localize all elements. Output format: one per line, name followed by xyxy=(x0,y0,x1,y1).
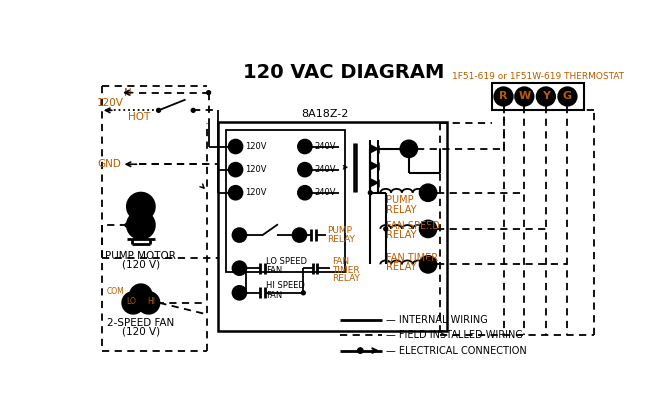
Text: N: N xyxy=(124,88,131,98)
Circle shape xyxy=(125,223,129,227)
Circle shape xyxy=(298,163,312,176)
Circle shape xyxy=(157,109,161,112)
Text: FAN TIMER: FAN TIMER xyxy=(386,253,438,263)
Text: L0: L0 xyxy=(234,264,245,273)
Text: Y: Y xyxy=(424,224,432,234)
Text: 2-SPEED FAN: 2-SPEED FAN xyxy=(107,318,174,328)
Circle shape xyxy=(123,292,144,313)
Text: HI: HI xyxy=(147,297,155,306)
Circle shape xyxy=(369,191,373,195)
Text: L2: L2 xyxy=(299,142,310,151)
Text: R: R xyxy=(499,91,508,101)
Text: HI SPEED: HI SPEED xyxy=(267,282,306,290)
Text: P1: P1 xyxy=(293,230,306,240)
Text: (120 V): (120 V) xyxy=(122,326,160,336)
Text: RELAY: RELAY xyxy=(327,235,355,244)
Bar xyxy=(492,83,584,110)
Text: P2: P2 xyxy=(230,165,242,174)
Text: — FIELD INSTALLED WIRING: — FIELD INSTALLED WIRING xyxy=(386,330,523,340)
Text: W: W xyxy=(422,188,434,198)
Circle shape xyxy=(494,87,513,106)
Circle shape xyxy=(228,186,243,200)
Circle shape xyxy=(358,348,363,353)
Text: RELAY: RELAY xyxy=(332,274,360,283)
Text: F2: F2 xyxy=(299,188,311,197)
Text: — INTERNAL WIRING: — INTERNAL WIRING xyxy=(386,315,488,325)
Text: P2: P2 xyxy=(299,165,311,174)
Text: 8A18Z-2: 8A18Z-2 xyxy=(302,109,348,119)
Text: RELAY: RELAY xyxy=(386,262,416,272)
Text: LO: LO xyxy=(127,297,137,306)
Text: 120V: 120V xyxy=(246,142,267,151)
Text: (120 V): (120 V) xyxy=(122,259,160,269)
Circle shape xyxy=(558,87,577,106)
Text: 120V: 120V xyxy=(246,165,267,174)
Text: F2: F2 xyxy=(230,188,241,197)
Circle shape xyxy=(232,286,247,300)
Polygon shape xyxy=(371,145,378,153)
Text: Y: Y xyxy=(542,91,550,101)
Circle shape xyxy=(127,193,155,220)
Text: — ELECTRICAL CONNECTION: — ELECTRICAL CONNECTION xyxy=(386,346,527,356)
Circle shape xyxy=(138,292,159,313)
Text: HOT: HOT xyxy=(128,111,150,122)
Text: TIMER: TIMER xyxy=(332,266,359,275)
Text: PUMP MOTOR: PUMP MOTOR xyxy=(105,251,176,261)
Text: L1: L1 xyxy=(234,230,245,240)
Circle shape xyxy=(293,228,306,242)
Text: RELAY: RELAY xyxy=(386,204,416,215)
Bar xyxy=(226,129,345,272)
Circle shape xyxy=(384,227,388,231)
Text: FAN: FAN xyxy=(267,291,283,300)
Text: 1F51-619 or 1F51W-619 THERMOSTAT: 1F51-619 or 1F51W-619 THERMOSTAT xyxy=(452,72,624,81)
Text: 240V: 240V xyxy=(315,165,336,174)
Text: PUMP: PUMP xyxy=(327,226,352,235)
Polygon shape xyxy=(371,179,378,186)
Text: 120V: 120V xyxy=(97,98,124,108)
Text: 120V: 120V xyxy=(246,188,267,197)
Circle shape xyxy=(537,87,555,106)
Circle shape xyxy=(192,109,195,112)
Bar xyxy=(218,122,448,331)
Circle shape xyxy=(419,184,437,201)
Polygon shape xyxy=(371,162,378,170)
Text: G: G xyxy=(563,91,572,101)
Text: 120 VAC DIAGRAM: 120 VAC DIAGRAM xyxy=(243,62,444,82)
Text: G: G xyxy=(423,259,433,269)
Text: FAN SPEED: FAN SPEED xyxy=(386,221,440,231)
Circle shape xyxy=(298,140,312,153)
Text: 240V: 240V xyxy=(315,188,336,197)
Text: PUMP: PUMP xyxy=(386,195,413,205)
Circle shape xyxy=(127,211,155,239)
Text: GND: GND xyxy=(97,159,121,169)
Circle shape xyxy=(419,256,437,273)
Text: LO SPEED: LO SPEED xyxy=(267,257,308,266)
Circle shape xyxy=(207,91,210,95)
Circle shape xyxy=(401,140,417,157)
Circle shape xyxy=(228,140,243,153)
Circle shape xyxy=(419,220,437,238)
Circle shape xyxy=(130,285,151,306)
Circle shape xyxy=(302,291,306,295)
Circle shape xyxy=(298,186,312,200)
Text: HI: HI xyxy=(234,288,245,297)
Text: FAN: FAN xyxy=(332,257,349,266)
Text: W: W xyxy=(518,91,531,101)
Circle shape xyxy=(232,261,247,275)
Text: N: N xyxy=(232,142,239,151)
Circle shape xyxy=(515,87,533,106)
Circle shape xyxy=(232,228,247,242)
Text: 240V: 240V xyxy=(315,142,336,151)
Text: COM: COM xyxy=(106,287,124,296)
Text: RELAY: RELAY xyxy=(386,230,416,240)
Circle shape xyxy=(228,163,243,176)
Text: FAN: FAN xyxy=(267,266,283,275)
Text: R: R xyxy=(405,144,413,154)
